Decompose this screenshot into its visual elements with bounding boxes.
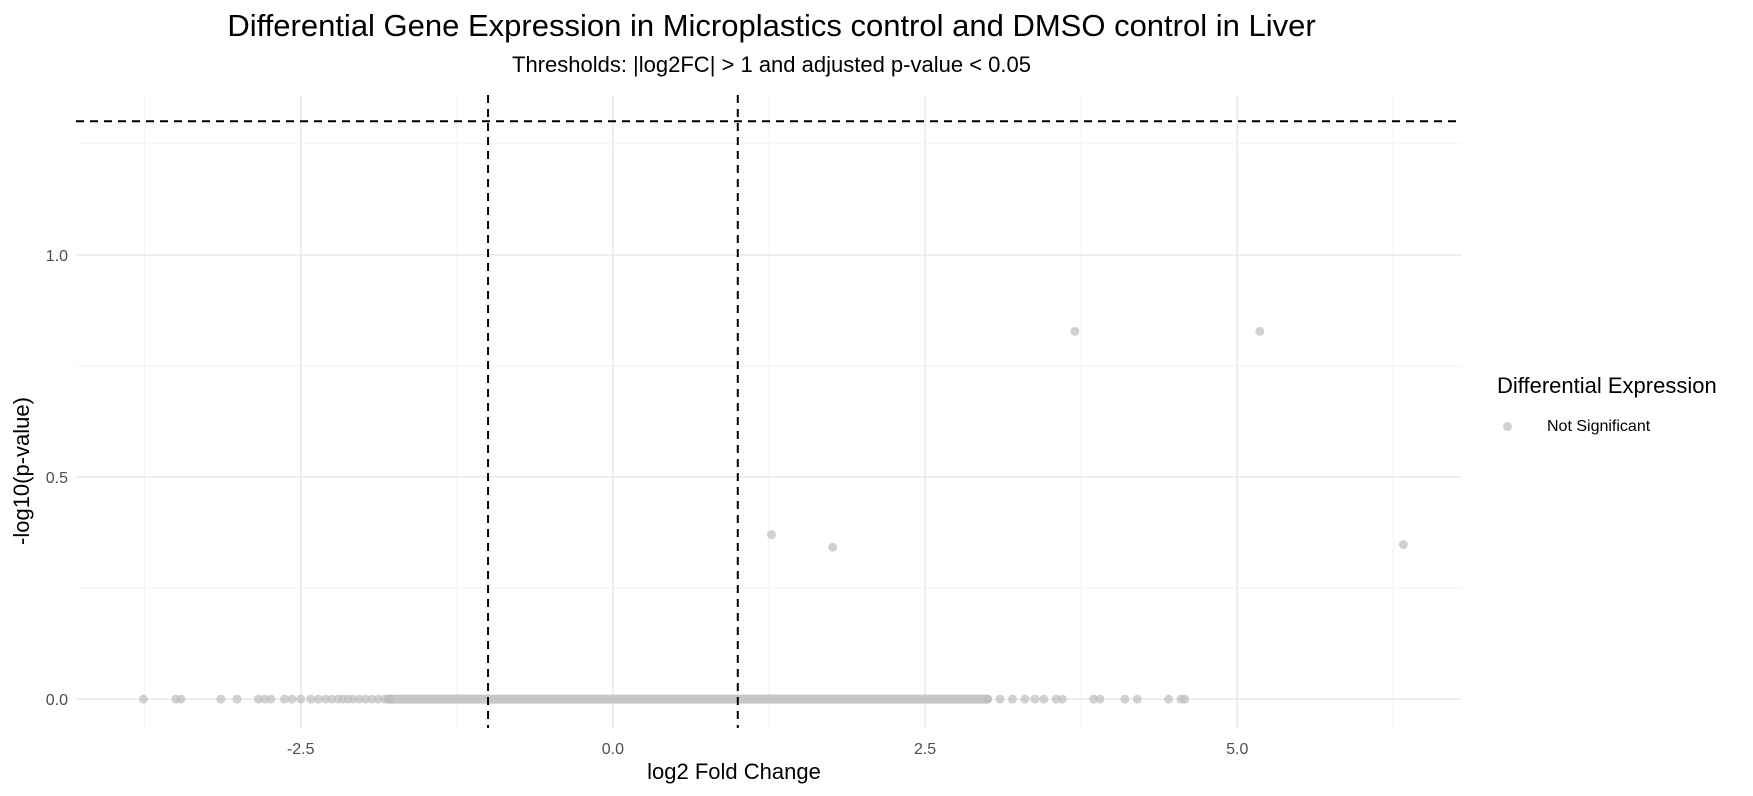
data-point [321,694,331,704]
threshold-lines [76,95,1462,728]
legend-title: Differential Expression [1497,373,1717,398]
data-point [306,694,316,704]
data-point [373,694,383,704]
data-point [1030,694,1040,704]
x-tick-label: 2.5 [914,741,936,758]
data-point [1180,694,1190,704]
data-point [260,694,270,704]
data-point [1039,694,1049,704]
data-point [386,694,396,704]
y-tick-label: 0.5 [46,470,68,487]
data-point [1070,326,1080,336]
data-point [266,694,276,704]
data-point [361,694,371,704]
data-point [296,694,306,704]
data-point [828,542,838,552]
chart-title: Differential Gene Expression in Micropla… [227,8,1316,43]
data-point [280,694,290,704]
data-point [253,694,263,704]
x-tick-label: 5.0 [1226,741,1248,758]
data-point [1057,694,1067,704]
data-point [379,694,389,704]
data-point [367,694,377,704]
grid-minor [76,95,1462,728]
data-point [1020,694,1030,704]
data-point [983,694,993,704]
data-point [232,694,242,704]
data-point [1132,694,1142,704]
data-point [348,694,358,704]
y-tick-label: 1.0 [46,248,68,265]
x-tick-label: -2.5 [287,741,315,758]
data-point [313,694,323,704]
data-point [1095,694,1105,704]
data-points [138,326,1408,704]
data-point [1398,540,1408,550]
data-point [176,694,186,704]
data-point [287,694,297,704]
y-axis-title: -log10(p-value) [9,397,34,545]
chart-subtitle: Thresholds: |log2FC| > 1 and adjusted p-… [512,52,1031,77]
data-point [216,694,226,704]
data-point [1120,694,1130,704]
data-point [327,694,337,704]
data-point [1051,694,1061,704]
data-point [354,694,364,704]
data-point [1089,694,1099,704]
data-point [995,694,1005,704]
data-point [1255,326,1265,336]
tick-labels: -2.5 0.0 2.5 5.0 0.0 0.5 1.0 [46,248,1249,758]
data-point [138,694,148,704]
x-axis-title: log2 Fold Change [647,759,821,784]
legend-label-not-significant: Not Significant [1547,418,1651,435]
y-tick-label: 0.0 [46,692,68,709]
data-point [1007,694,1017,704]
data-point [1164,694,1174,704]
x-tick-label: 0.0 [602,741,624,758]
legend-key-not-significant [1503,422,1512,431]
data-point [766,530,776,540]
